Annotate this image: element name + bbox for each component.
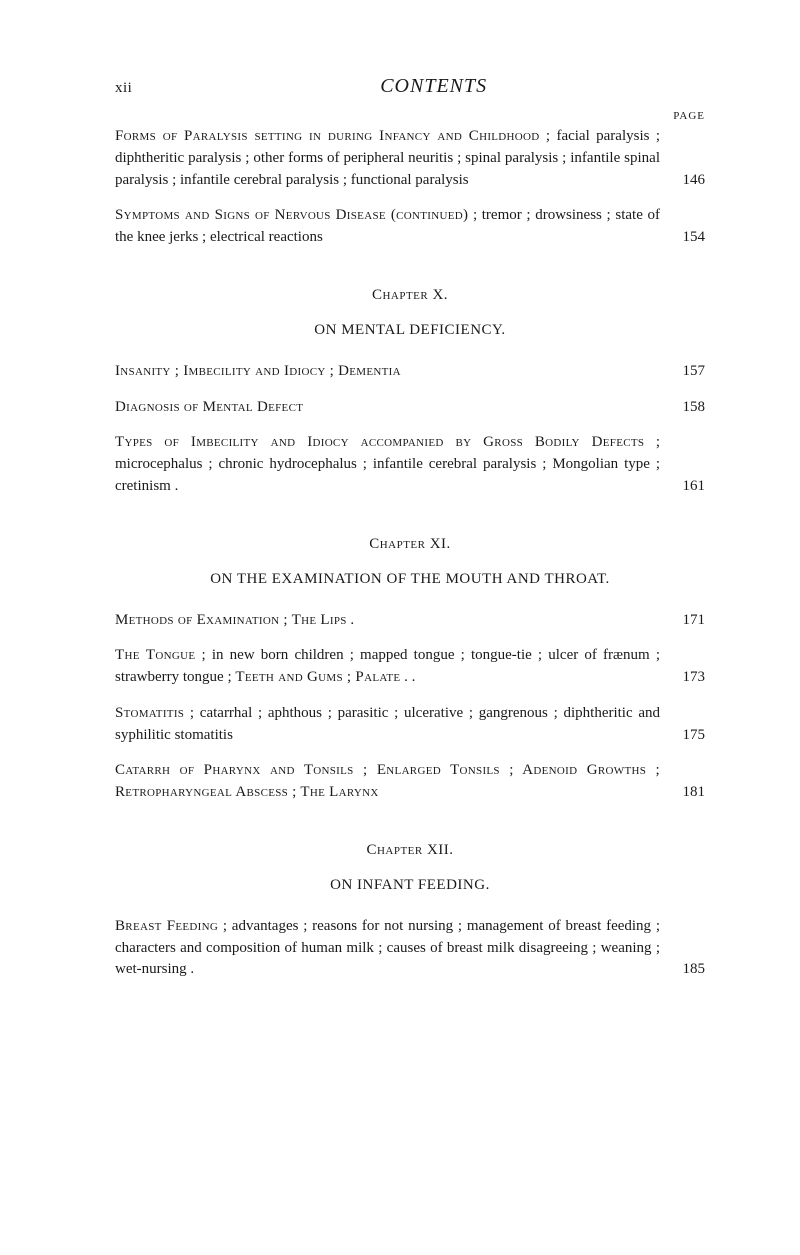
entry-caps: Types of Imbecility and Idiocy accompani… [115,434,644,450]
entry-page: 158 [660,397,705,419]
chapter-heading: Chapter XII. [115,842,705,859]
entry-caps: Stomatitis [115,705,184,721]
entry-text: The Tongue ; in new born children ; mapp… [115,645,660,689]
toc-entry: Types of Imbecility and Idiocy accompani… [115,432,705,497]
entry-rest: . [347,612,355,628]
section-heading: ON INFANT FEEDING. [115,877,705,894]
section-heading: ON THE EXAMINATION OF THE MOUTH AND THRO… [115,571,705,588]
entry-page: 154 [660,227,705,249]
toc-entry: Forms of Paralysis setting in during Inf… [115,126,705,191]
entry-caps: Forms of Paralysis setting in during Inf… [115,128,540,144]
entry-page: 173 [660,667,705,689]
entry-page: 175 [660,725,705,747]
toc-entry: Stomatitis ; catarrhal ; aphthous ; para… [115,703,705,747]
toc-entry: Breast Feeding ; advantages ; reasons fo… [115,916,705,981]
entry-rest: ; catarrhal ; aphthous ; parasitic ; ulc… [115,705,660,743]
entry-caps-a: The Tongue [115,647,195,663]
entry-text: Types of Imbecility and Idiocy accompani… [115,432,660,497]
roman-page-number: xii [115,80,132,97]
toc-entry: Diagnosis of Mental Defect 158 [115,397,705,419]
header-row: xii CONTENTS [115,75,705,98]
section-heading: ON MENTAL DEFICIENCY. [115,322,705,339]
entry-caps: Breast Feeding [115,918,218,934]
toc-entry: Catarrh of Pharynx and Tonsils ; Enlarge… [115,760,705,804]
entry-text: Forms of Paralysis setting in during Inf… [115,126,660,191]
entry-caps: Insanity ; Imbecility and Idiocy ; Demen… [115,363,401,379]
entry-text: Catarrh of Pharynx and Tonsils ; Enlarge… [115,760,660,804]
entry-caps: Catarrh of Pharynx and Tonsils ; Enlarge… [115,762,660,800]
entry-text: Insanity ; Imbecility and Idiocy ; Demen… [115,361,660,383]
entry-page: 185 [660,959,705,981]
toc-entry: The Tongue ; in new born children ; mapp… [115,645,705,689]
toc-entry: Insanity ; Imbecility and Idiocy ; Demen… [115,361,705,383]
toc-entry: Methods of Examination ; The Lips . 171 [115,610,705,632]
entry-text: Breast Feeding ; advantages ; reasons fo… [115,916,660,981]
chapter-heading: Chapter X. [115,287,705,304]
toc-entry: Symptoms and Signs of Nervous Disease (c… [115,205,705,249]
entry-caps: Methods of Examination ; The Lips [115,612,347,628]
entry-text: Stomatitis ; catarrhal ; aphthous ; para… [115,703,660,747]
chapter-heading: Chapter XI. [115,536,705,553]
page-column-label: PAGE [115,110,705,122]
entry-page: 161 [660,476,705,498]
entry-page: 146 [660,170,705,192]
entry-caps: Diagnosis of Mental Defect [115,399,303,415]
entry-caps: Symptoms and Signs of Nervous Disease (c… [115,207,468,223]
entry-page: 171 [660,610,705,632]
entry-text: Symptoms and Signs of Nervous Disease (c… [115,205,660,249]
entry-caps-b: Teeth and Gums ; Palate [235,669,400,685]
entry-text: Diagnosis of Mental Defect [115,397,660,419]
entry-rest: . . [400,669,415,685]
entry-text: Methods of Examination ; The Lips . [115,610,660,632]
contents-title: CONTENTS [380,75,487,98]
entry-page: 157 [660,361,705,383]
entry-page: 181 [660,782,705,804]
